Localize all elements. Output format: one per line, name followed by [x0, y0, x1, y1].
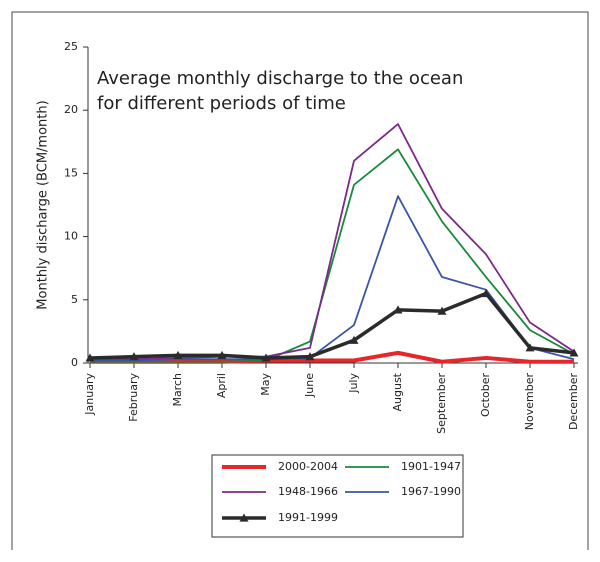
x-tick-label: January [83, 373, 96, 416]
marker [129, 352, 139, 361]
marker [481, 288, 491, 298]
marker [437, 306, 447, 315]
series-line [90, 148, 575, 363]
y-tick-label: 20 [64, 103, 78, 116]
marker [217, 350, 227, 360]
x-tick-label: March [171, 373, 184, 407]
frame [11, 11, 589, 550]
series-line [90, 123, 575, 361]
x-tick-label: September [435, 373, 448, 434]
y-tick-label: 5 [71, 293, 78, 306]
legend-label: 2000-2004 [278, 460, 338, 473]
y-axis-label: Monthly discharge (BCM/month) [36, 100, 51, 309]
chart-title: for different periods of time [97, 93, 346, 114]
x-tick-label: November [523, 373, 536, 431]
y-tick-label: 10 [64, 230, 78, 243]
series-line [89, 291, 575, 360]
x-tick-label: February [127, 373, 140, 422]
x-tick-label: May [259, 373, 272, 396]
legend-label: 1948-1966 [278, 485, 338, 498]
x-tick-label: August [391, 372, 404, 411]
legend-label: 1991-1999 [278, 511, 338, 524]
marker [173, 350, 183, 360]
y-tick-label: 25 [64, 40, 78, 53]
x-tick-label: October [479, 373, 492, 417]
x-tick-label: December [567, 373, 580, 431]
y-tick-label: 15 [64, 166, 78, 179]
legend-marker [239, 513, 249, 522]
x-tick-label: June [303, 373, 316, 398]
chart-title: Average monthly discharge to the ocean [97, 68, 463, 89]
marker [85, 353, 95, 362]
legend-label: 1901-1947 [401, 460, 461, 473]
y-tick-label: 0 [71, 356, 78, 369]
x-tick-label: April [215, 373, 228, 398]
marker [393, 305, 403, 314]
x-tick-label: July [347, 373, 360, 394]
marker [525, 343, 535, 352]
marker [305, 352, 315, 361]
marker [569, 348, 579, 357]
marker [349, 335, 359, 344]
legend-label: 1967-1990 [401, 485, 461, 498]
series-line [90, 195, 575, 362]
marker [261, 353, 271, 362]
